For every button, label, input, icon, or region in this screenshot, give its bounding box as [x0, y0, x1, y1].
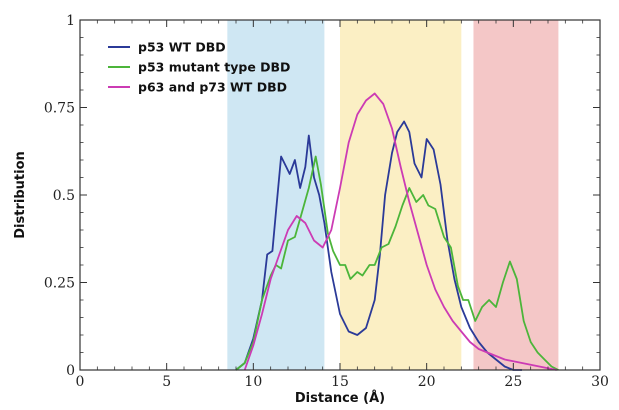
axis-ticks: 0 5 10 15 20 25 30 0 0.25 0.5 0.75 1 — [44, 13, 609, 390]
series-line-0 — [235, 120, 522, 371]
band-1 — [340, 20, 462, 370]
legend: p53 WT DBD p53 mutant type DBD p63 and p73… — [108, 40, 290, 95]
legend-label-2: p63 and p73 WT DBD — [138, 80, 287, 95]
x-tick-label: 30 — [591, 374, 609, 390]
y-tick-label: 1 — [66, 13, 75, 29]
legend-label-0: p53 WT DBD — [138, 40, 226, 55]
x-tick-label: 0 — [76, 374, 85, 390]
x-tick-label: 15 — [331, 374, 349, 390]
x-tick-label: 10 — [244, 374, 262, 390]
x-axis-title: Distance (Å) — [295, 390, 385, 406]
y-tick-label: 0.5 — [53, 188, 75, 204]
x-tick-label: 25 — [504, 374, 522, 390]
legend-label-1: p53 mutant type DBD — [138, 60, 290, 75]
y-tick-label: 0.25 — [44, 276, 75, 292]
band-2 — [473, 20, 559, 370]
y-tick-label: 0.75 — [44, 101, 75, 117]
y-axis-title: Distribution — [13, 151, 28, 238]
x-tick-label: 5 — [162, 374, 171, 390]
series-line-1 — [235, 155, 559, 371]
x-tick-label: 20 — [418, 374, 436, 390]
y-tick-label: 0 — [66, 363, 75, 379]
band-0 — [227, 20, 325, 370]
series-lines — [235, 92, 559, 371]
series-line-2 — [243, 92, 557, 371]
